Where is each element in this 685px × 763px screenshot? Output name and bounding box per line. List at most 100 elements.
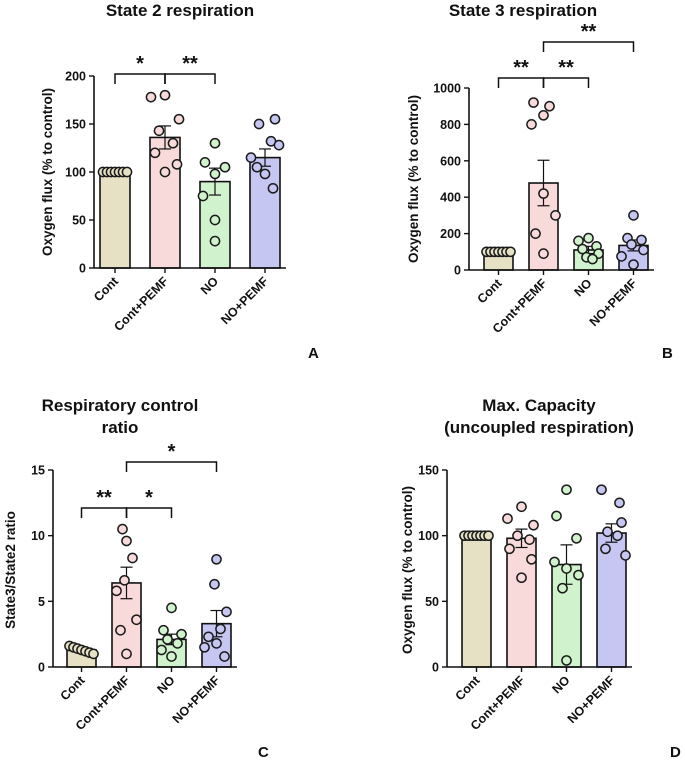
data-point — [211, 638, 222, 649]
x-tick-label: NO+PEMF — [218, 274, 271, 327]
data-point — [549, 556, 560, 568]
y-axis-label: Oxygen flux (% to control) — [406, 95, 421, 263]
panel-letter: B — [662, 345, 673, 362]
panel-b: State 3 respiration Oxygen flux (% to co… — [406, 1, 673, 362]
data-point — [209, 137, 221, 149]
data-point — [162, 634, 173, 645]
data-point — [167, 137, 179, 149]
significance-bracket — [80, 507, 128, 518]
data-point — [526, 119, 537, 130]
data-point — [528, 519, 539, 531]
data-point — [583, 232, 594, 244]
x-tick-label: NO — [549, 673, 572, 696]
data-point — [153, 125, 165, 137]
chart-title-line: ratio — [102, 418, 139, 437]
data-point — [199, 641, 210, 653]
y-tick-label: 600 — [440, 154, 461, 168]
significance-bracket — [542, 41, 635, 52]
data-point — [121, 166, 133, 178]
significance-bracket — [497, 77, 545, 88]
significance-bracket — [125, 507, 173, 518]
data-point — [219, 161, 231, 173]
x-tick-label: Cont — [453, 673, 484, 704]
y-tick-label: 10 — [31, 529, 45, 543]
y-tick-label: 0 — [432, 661, 439, 675]
data-point — [538, 109, 549, 121]
data-point — [638, 244, 649, 256]
data-point — [172, 638, 183, 649]
panel-a: State 2 respiration Oxygen flux (% to co… — [40, 1, 319, 362]
data-point — [628, 210, 639, 221]
data-point — [245, 152, 257, 163]
data-point — [166, 651, 177, 662]
data-point — [273, 139, 285, 151]
data-point — [561, 563, 572, 574]
y-tick-label: 200 — [440, 227, 461, 241]
significance-bracket — [164, 73, 216, 84]
significance-bracket — [114, 73, 166, 84]
x-tick-label: Cont — [58, 673, 89, 704]
data-point — [544, 100, 555, 112]
data-point — [530, 228, 541, 239]
data-point — [209, 214, 221, 226]
y-tick-label: 15 — [31, 464, 45, 478]
data-point — [504, 543, 515, 555]
data-point — [176, 628, 187, 640]
data-point — [516, 572, 527, 584]
data-point — [620, 550, 631, 561]
data-point — [171, 158, 183, 170]
chart-title-line: State 2 respiration — [106, 1, 254, 20]
data-point — [512, 530, 523, 542]
x-tick-label: NO+PEMF — [565, 673, 618, 726]
bar-cont-pemf — [149, 136, 181, 269]
significance-label: * — [168, 441, 176, 463]
y-tick-label: 200 — [65, 70, 86, 84]
data-point — [616, 517, 627, 528]
panel-c: Respiratory control ratio State3/State2 … — [3, 396, 269, 761]
data-point — [251, 161, 263, 173]
x-tick-label: Cont — [91, 274, 122, 305]
data-point — [158, 624, 169, 636]
significance-label: ** — [581, 21, 597, 43]
data-point — [524, 534, 535, 545]
data-point — [111, 585, 122, 597]
y-tick-label: 800 — [440, 118, 461, 132]
x-tick-label: NO+PEMF — [587, 276, 640, 329]
data-point — [221, 606, 232, 618]
data-point — [551, 510, 562, 522]
data-point — [628, 259, 639, 270]
data-point — [577, 243, 588, 255]
data-point — [573, 235, 584, 247]
data-point — [197, 190, 209, 202]
y-axis-label: Oxygen flux (% to control) — [40, 88, 55, 256]
data-point — [538, 248, 549, 259]
data-point — [596, 484, 607, 496]
data-point — [173, 113, 185, 125]
data-point — [209, 578, 220, 590]
x-tick-label: NO+PEMF — [170, 673, 223, 726]
significance-label: ** — [513, 57, 529, 79]
chart-title-line: (uncoupled respiration) — [444, 418, 634, 437]
data-point — [636, 234, 647, 246]
data-point — [211, 553, 222, 565]
data-point — [602, 526, 613, 538]
y-tick-label: 400 — [440, 191, 461, 205]
data-point — [209, 235, 221, 247]
y-tick-label: 0 — [38, 661, 45, 675]
data-point — [269, 113, 281, 125]
data-point — [127, 552, 138, 564]
x-tick-label: Cont — [475, 276, 506, 307]
data-point — [156, 644, 167, 656]
x-tick-label: NO — [571, 276, 594, 299]
data-point — [616, 251, 627, 262]
data-point — [614, 497, 625, 509]
data-point — [626, 239, 637, 250]
chart-title-line: Respiratory control — [42, 396, 199, 415]
data-point — [209, 168, 221, 180]
significance-bracket — [125, 461, 218, 472]
y-tick-label: 150 — [418, 464, 439, 478]
y-tick-label: 0 — [454, 264, 461, 278]
data-point — [131, 614, 142, 626]
data-point — [516, 501, 527, 513]
